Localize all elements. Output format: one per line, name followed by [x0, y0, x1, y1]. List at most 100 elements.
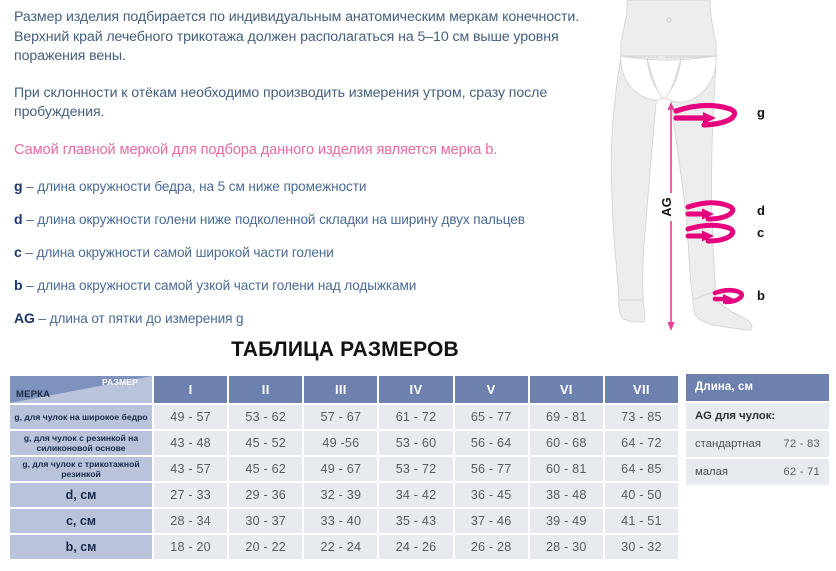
diagonal-divider [10, 376, 152, 403]
size-table-body: g, для чулок на широкое бедро 49 - 57 53… [10, 405, 678, 559]
definition-text-d: длина окружности голени ниже подколенной… [37, 211, 525, 227]
column-header-3: III [304, 376, 378, 403]
cell-r1-c3: 53 - 60 [379, 431, 453, 455]
column-header-1: I [154, 376, 228, 403]
ag-label: AG [659, 197, 674, 217]
cell-r1-c0: 43 - 48 [154, 431, 228, 455]
corner-size-label: РАЗМЕР [101, 377, 138, 387]
cell-r0-c0: 49 - 57 [154, 405, 228, 429]
cell-r2-c1: 45 - 62 [229, 457, 303, 481]
definition-c: c – длина окружности самой широкой части… [14, 244, 614, 261]
figure-label-c: c [757, 225, 764, 240]
size-table-head: РАЗМЕР МЕРКА I II III IV V VI VII [10, 376, 678, 403]
cell-r4-c0: 28 - 34 [154, 509, 228, 533]
table-row: g, для чулок на широкое бедро 49 - 57 53… [10, 405, 678, 429]
definition-d: d – длина окружности голени ниже подколе… [14, 211, 614, 228]
length-row-small: малая 62 - 71 [686, 459, 829, 485]
definition-dash-d: – [26, 211, 34, 227]
table-row: g, для чулок с резинкой на силиконовой о… [10, 431, 678, 455]
cell-r2-c0: 43 - 57 [154, 457, 228, 481]
key-measurement-highlight: Самой главной меркой для подбора данного… [14, 141, 498, 158]
length-row-small-name: малая [695, 466, 729, 478]
cell-r3-c2: 32 - 39 [304, 483, 378, 507]
table-row: g, для чулок с трикотажной резинкой 43 -… [10, 457, 678, 481]
cell-r5-c4: 26 - 28 [454, 535, 528, 559]
intro-paragraph-1: Размер изделия подбирается по индивидуал… [14, 9, 580, 65]
length-row-small-value: 62 - 71 [783, 466, 820, 478]
length-row-standard: стандартная 72 - 83 [686, 431, 829, 457]
definition-key-g: g [14, 177, 23, 194]
table-row: c, см 28 - 34 30 - 37 33 - 40 35 - 43 37… [10, 509, 678, 533]
cell-r5-c0: 18 - 20 [154, 535, 228, 559]
row-label-d: d, см [10, 483, 152, 507]
cell-r5-c2: 22 - 24 [304, 535, 378, 559]
row-label-c: c, см [10, 509, 152, 533]
cell-r1-c5: 60 - 68 [529, 431, 603, 455]
length-row-standard-value: 72 - 83 [783, 438, 820, 450]
definition-text-ag: длина от пятки до измерения g [49, 310, 244, 326]
cell-r0-c6: 73 - 85 [604, 405, 678, 429]
length-panel-title-row: AG для чулок: [686, 403, 829, 429]
cell-r0-c5: 69 - 81 [529, 405, 603, 429]
cell-r3-c3: 34 - 42 [379, 483, 453, 507]
instructions-text-column: Размер изделия подбирается по индивидуал… [14, 8, 614, 343]
definition-dash-c: – [25, 244, 33, 260]
measurement-arrow-b [712, 287, 745, 305]
length-row-standard-name: стандартная [695, 438, 761, 450]
cell-r3-c6: 40 - 50 [604, 483, 678, 507]
cell-r3-c1: 29 - 36 [229, 483, 303, 507]
cell-r5-c3: 24 - 26 [379, 535, 453, 559]
column-header-4: IV [379, 376, 453, 403]
definition-key-b: b [14, 276, 23, 293]
cell-r3-c5: 38 - 48 [529, 483, 603, 507]
cell-r5-c5: 28 - 30 [529, 535, 603, 559]
table-row: d, см 27 - 33 29 - 36 32 - 39 34 - 42 36… [10, 483, 678, 507]
definition-dash-ag: – [38, 310, 47, 326]
definition-b: b – длина окружности самой узкой части г… [14, 277, 614, 294]
length-panel-title-text: AG для чулок: [695, 410, 776, 422]
row-label-g-knit-band: g, для чулок с трикотажной резинкой [10, 457, 152, 481]
leg-figure-svg: AG g d c b [610, 0, 765, 331]
cell-r4-c4: 37 - 46 [454, 509, 528, 533]
cell-r2-c6: 64 - 85 [604, 457, 678, 481]
definition-g: g – длина окружности бедра, на 5 см ниже… [14, 178, 614, 195]
length-panel-header: Длина, см [686, 374, 829, 401]
measurement-arrow-g [673, 102, 738, 128]
cell-r2-c4: 56 - 77 [454, 457, 528, 481]
definition-key-ag: AG [14, 309, 35, 326]
cell-r0-c3: 61 - 72 [379, 405, 453, 429]
column-header-5: V [454, 376, 528, 403]
intro-paragraph-2: При склонности к отёкам необходимо произ… [14, 84, 548, 121]
definition-dash-g: – [26, 178, 34, 194]
definition-key-c: c [14, 243, 22, 260]
length-panel: Длина, см AG для чулок: стандартная 72 -… [686, 374, 829, 485]
definition-ag: AG – длина от пятки до измерения g [14, 310, 614, 327]
table-row: b, см 18 - 20 20 - 22 22 - 24 24 - 26 26… [10, 535, 678, 559]
cell-r1-c1: 45 - 52 [229, 431, 303, 455]
cell-r1-c6: 64 - 72 [604, 431, 678, 455]
column-header-2: II [229, 376, 303, 403]
definition-text-g: длина окружности бедра, на 5 см ниже про… [37, 178, 367, 194]
cell-r4-c6: 41 - 51 [604, 509, 678, 533]
column-header-7: VII [604, 376, 678, 403]
cell-r4-c2: 33 - 40 [304, 509, 378, 533]
row-label-g-silicone-band: g, для чулок с резинкой на силиконовой о… [10, 431, 152, 455]
figure-label-b: b [757, 288, 765, 303]
table-title: ТАБЛИЦА РАЗМЕРОВ [231, 338, 459, 361]
size-table-header-row: РАЗМЕР МЕРКА I II III IV V VI VII [10, 376, 678, 403]
cell-r5-c1: 20 - 22 [229, 535, 303, 559]
cell-r0-c1: 53 - 62 [229, 405, 303, 429]
cell-r4-c5: 39 - 49 [529, 509, 603, 533]
cell-r3-c4: 36 - 45 [454, 483, 528, 507]
ag-vertical-arrow: AG [659, 102, 682, 331]
row-label-g-wide-thigh: g, для чулок на широкое бедро [10, 405, 152, 429]
cell-r3-c0: 27 - 33 [154, 483, 228, 507]
definition-key-d: d [14, 210, 23, 227]
cell-r2-c2: 49 - 67 [304, 457, 378, 481]
size-table: РАЗМЕР МЕРКА I II III IV V VI VII g, для… [8, 374, 680, 561]
measurement-arrow-d [685, 200, 736, 222]
row-label-b: b, см [10, 535, 152, 559]
cell-r1-c2: 49 -56 [304, 431, 378, 455]
cell-r0-c4: 65 - 77 [454, 405, 528, 429]
cell-r5-c6: 30 - 32 [604, 535, 678, 559]
